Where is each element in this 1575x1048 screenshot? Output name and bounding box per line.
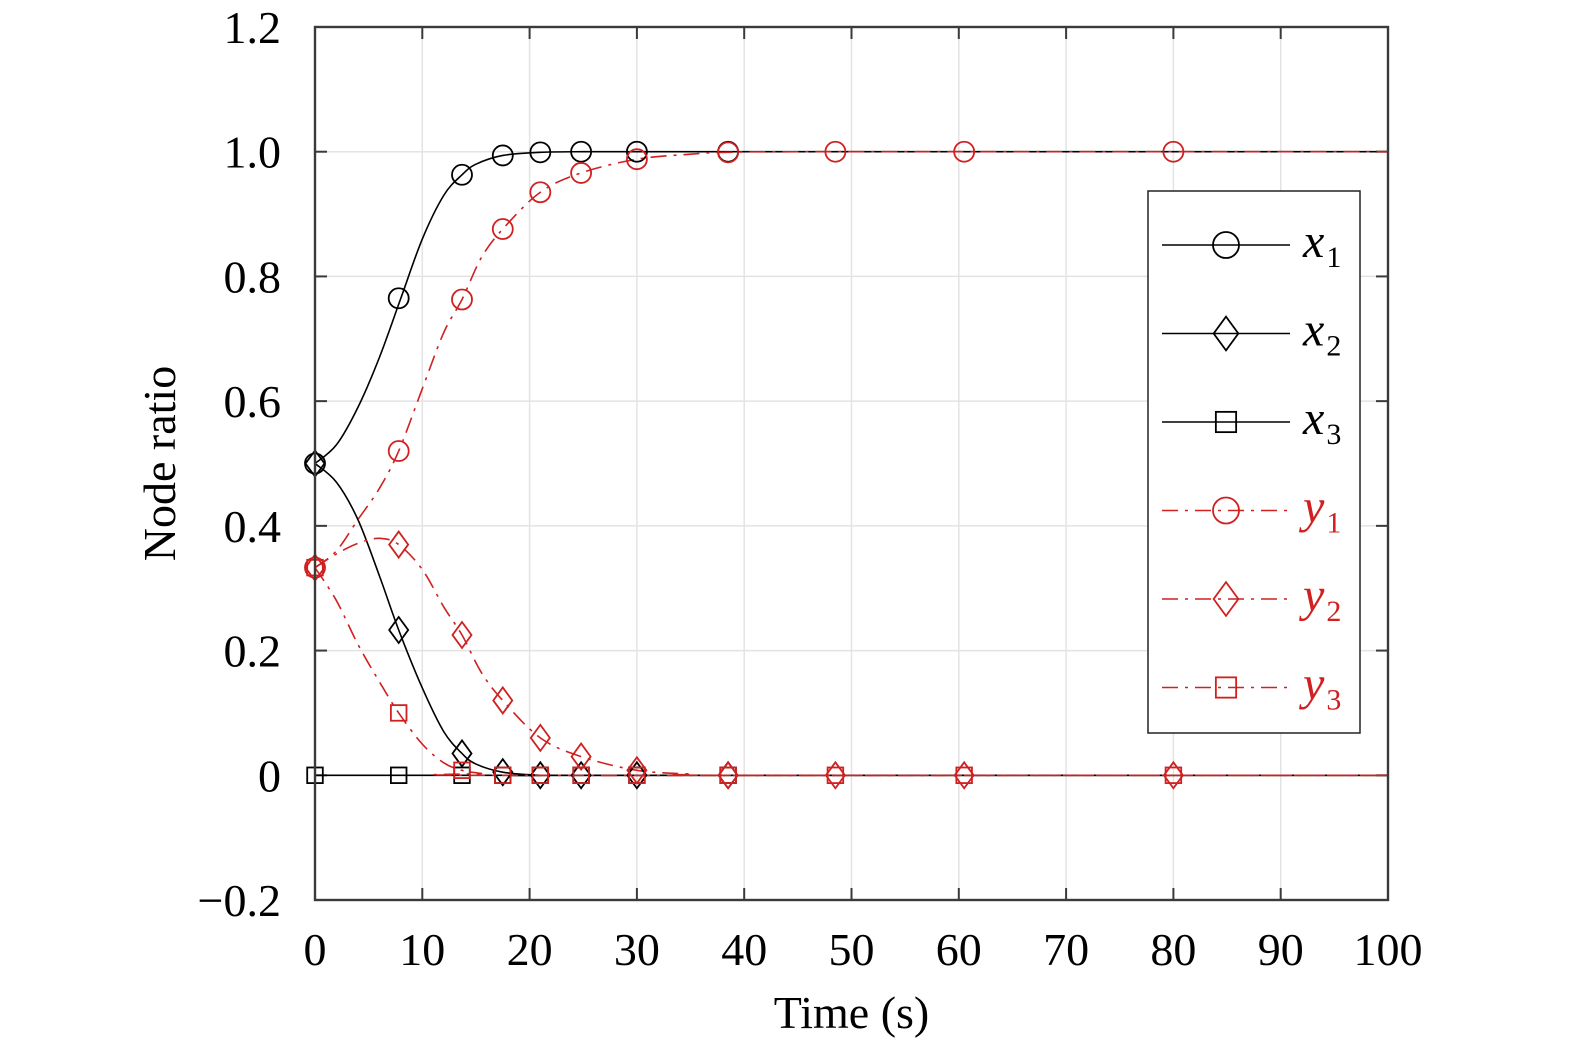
y-tick-label: 0.2 bbox=[224, 626, 282, 677]
marker-x2 bbox=[570, 760, 592, 790]
legend-label-x1: x1 bbox=[1302, 215, 1341, 274]
marker-y3 bbox=[572, 766, 590, 784]
y-tick-label: −0.2 bbox=[198, 875, 281, 926]
marker-y2 bbox=[717, 760, 739, 790]
tick-labels: 0 10 20 30 40 50 60 70 80 90 100 −0.2 0 0.2 0.4 0.6 0.8 1… bbox=[198, 2, 1423, 975]
marker-y1 bbox=[529, 181, 552, 204]
y-tick-label: 0.4 bbox=[224, 501, 282, 552]
marker-y1 bbox=[824, 140, 847, 163]
x-axis-title: Time (s) bbox=[774, 987, 930, 1038]
series-line-x1 bbox=[314, 150, 1388, 465]
legend-label-y1: y1 bbox=[1298, 481, 1341, 540]
marker-y1 bbox=[1162, 140, 1185, 163]
marker-x1 bbox=[626, 140, 648, 163]
marker-y2 bbox=[824, 760, 847, 790]
marker-y2 bbox=[529, 723, 551, 753]
series-line-y1 bbox=[314, 150, 1389, 569]
marker-x2 bbox=[626, 760, 648, 790]
y-tick-label: 1.2 bbox=[224, 2, 282, 53]
marker-y2 bbox=[1162, 760, 1185, 790]
plot-area-frame bbox=[313, 25, 1390, 902]
marker-y1 bbox=[717, 141, 740, 164]
marker-x2 bbox=[451, 738, 473, 768]
marker-y3 bbox=[494, 766, 512, 784]
x-tick-label: 10 bbox=[399, 924, 445, 975]
y-tick-label: 0.8 bbox=[224, 251, 282, 302]
y-tick-label: 0.6 bbox=[224, 376, 282, 427]
legend: x1 x2 x3 y1 y2 y3 bbox=[1147, 190, 1361, 734]
x-tick-label: 0 bbox=[304, 924, 327, 975]
marker-x1 bbox=[570, 140, 593, 163]
legend-marker-y3 bbox=[1214, 676, 1238, 699]
y-tick-label: 1.0 bbox=[224, 127, 282, 178]
marker-y1 bbox=[953, 140, 976, 163]
marker-x1 bbox=[387, 287, 410, 310]
legend-marker-y1 bbox=[1212, 496, 1240, 525]
marker-y2 bbox=[570, 742, 592, 772]
legend-marker-x1 bbox=[1212, 231, 1240, 259]
legend-label-y3: y3 bbox=[1298, 658, 1341, 717]
legend-box bbox=[1147, 190, 1361, 734]
marker-y2 bbox=[953, 760, 975, 790]
legend-label-y2: y2 bbox=[1298, 569, 1341, 628]
marker-y3 bbox=[955, 766, 973, 784]
marker-y3 bbox=[531, 766, 550, 784]
legend-marker-x3 bbox=[1214, 410, 1238, 434]
x-tick-label: 70 bbox=[1043, 924, 1089, 975]
marker-y3 bbox=[389, 704, 408, 722]
marker-x1 bbox=[529, 141, 552, 164]
legend-label-x3: x3 bbox=[1302, 392, 1341, 451]
marker-y3 bbox=[453, 761, 471, 779]
y-tick-label: 0 bbox=[258, 750, 281, 801]
marker-y1 bbox=[387, 440, 410, 462]
marker-y3 bbox=[719, 766, 737, 784]
y-axis-title: Node ratio bbox=[134, 366, 185, 561]
marker-y2 bbox=[451, 620, 473, 650]
marker-y1 bbox=[626, 148, 648, 171]
series-markers bbox=[304, 140, 1185, 790]
legend-marker-y2 bbox=[1212, 580, 1240, 618]
marker-y3 bbox=[826, 766, 845, 784]
x-tick-label: 100 bbox=[1354, 924, 1423, 975]
legend-marker-x2 bbox=[1212, 315, 1240, 352]
x-tick-label: 90 bbox=[1258, 924, 1304, 975]
series-lines bbox=[314, 150, 1389, 777]
marker-y1 bbox=[451, 288, 473, 311]
series-line-y2 bbox=[314, 537, 1389, 777]
marker-y2 bbox=[492, 685, 514, 715]
x-tick-label: 40 bbox=[721, 924, 767, 975]
marker-y2 bbox=[388, 530, 410, 560]
x-tick-label: 50 bbox=[829, 924, 875, 975]
x-tick-label: 20 bbox=[507, 924, 553, 975]
marker-x2 bbox=[529, 760, 551, 790]
x-tick-label: 60 bbox=[936, 924, 982, 975]
marker-x3 bbox=[389, 766, 408, 784]
marker-x1 bbox=[491, 144, 514, 167]
legend-label-x2: x2 bbox=[1302, 304, 1341, 363]
x-tick-label: 30 bbox=[614, 924, 660, 975]
marker-y1 bbox=[570, 162, 593, 184]
marker-x2 bbox=[388, 615, 410, 645]
marker-y3 bbox=[628, 766, 646, 784]
marker-y3 bbox=[1164, 766, 1183, 784]
marker-y1 bbox=[491, 218, 514, 240]
marker-x1 bbox=[451, 163, 473, 186]
x-tick-label: 80 bbox=[1150, 924, 1196, 975]
